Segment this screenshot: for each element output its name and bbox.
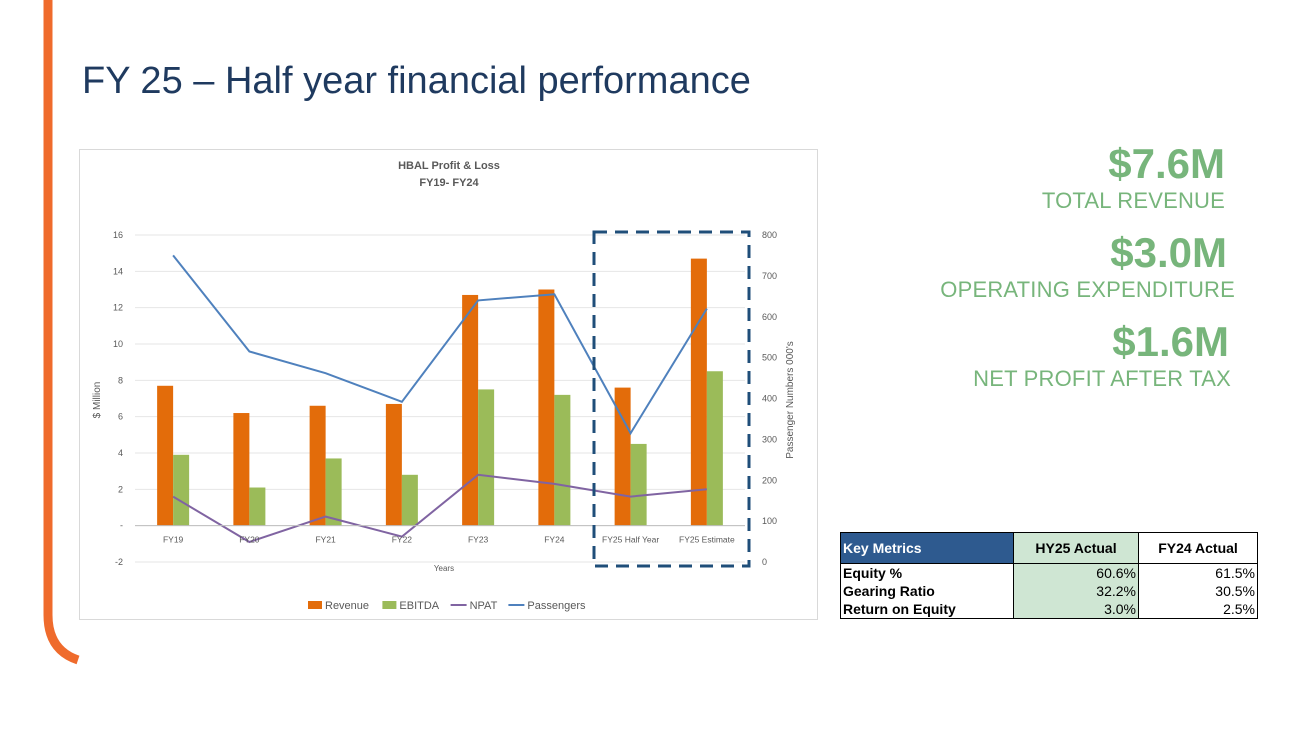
legend-label: EBITDA — [399, 600, 439, 612]
legend-label: NPAT — [470, 600, 498, 612]
bar-revenue — [385, 403, 402, 526]
metric-fy24: 61.5% — [1138, 563, 1258, 582]
table-row: Return on Equity 3.0% 2.5% — [840, 600, 1258, 619]
header-hy25-actual: HY25 Actual — [1013, 532, 1139, 564]
y2-tick-label: 100 — [762, 516, 777, 526]
y2-tick-label: 300 — [762, 434, 777, 444]
bar-ebitda — [706, 371, 723, 526]
table-header-row: Key Metrics HY25 Actual FY24 Actual — [840, 532, 1258, 564]
y-tick-label: 16 — [113, 230, 123, 240]
stat-label: TOTAL REVENUE — [1041, 188, 1225, 213]
metric-name: Equity % — [840, 563, 1014, 582]
chart-title: HBAL Profit & Loss — [398, 160, 500, 172]
y-axis-label: $ Million — [92, 382, 103, 419]
y2-axis-label: Passenger Numbers 000's — [785, 341, 796, 459]
header-fy24-actual: FY24 Actual — [1138, 532, 1258, 564]
x-tick-label: FY25 Estimate — [679, 535, 735, 545]
y2-tick-label: 800 — [762, 230, 777, 240]
metric-fy24: 30.5% — [1138, 582, 1258, 600]
y2-tick-label: 0 — [762, 557, 767, 567]
x-tick-label: FY21 — [315, 535, 336, 545]
page-title: FY 25 – Half year financial performance — [82, 60, 751, 102]
bar-ebitda — [249, 487, 266, 526]
x-tick-label: FY19 — [163, 535, 184, 545]
stat-value: $3.0M — [1110, 229, 1227, 276]
stat-total-revenue: $7.6M TOTAL REVENUE — [1042, 140, 1225, 214]
metric-name: Gearing Ratio — [840, 582, 1014, 600]
metric-fy24: 2.5% — [1138, 600, 1258, 619]
stat-value: $7.6M — [1108, 140, 1225, 187]
chart-card: -2-2 4 6 8 10 12 14 16 0 100 200 300 400 500 600 700 800… — [79, 149, 818, 620]
y-tick-label: 2 — [118, 484, 123, 494]
stat-label: NET PROFIT AFTER TAX — [973, 366, 1231, 391]
bar-revenue — [462, 294, 479, 526]
x-tick-label: FY20 — [239, 535, 260, 545]
x-tick-label: FY24 — [544, 535, 565, 545]
y-tick-label: 8 — [118, 375, 123, 385]
metric-name: Return on Equity — [840, 600, 1014, 619]
y-tick-label: 4 — [118, 448, 123, 458]
table-row: Equity % 60.6% 61.5% — [840, 563, 1258, 582]
bar-ebitda — [401, 474, 418, 526]
y2-tick-label: 600 — [762, 312, 777, 322]
x-tick-label: FY22 — [392, 535, 413, 545]
y2-tick-label: 500 — [762, 353, 777, 363]
profit-loss-chart: -2-2468101214160100200300400500600700800… — [92, 160, 796, 612]
y-tick-label: 6 — [118, 412, 123, 422]
x-axis-label: Years — [434, 564, 454, 573]
table-row: Gearing Ratio 32.2% 30.5% — [840, 582, 1258, 600]
stat-value: $1.6M — [1112, 318, 1229, 365]
stat-operating-expenditure: $3.0M OPERATING EXPENDITURE — [940, 229, 1235, 303]
highlight-box — [592, 230, 751, 568]
bar-ebitda — [630, 443, 647, 526]
legend-swatch — [308, 601, 322, 609]
bar-revenue — [309, 405, 326, 526]
line-passengers — [172, 254, 708, 436]
x-tick-label: FY23 — [468, 535, 489, 545]
header-key-metrics: Key Metrics — [840, 532, 1014, 564]
chart-legend: Revenue EBITDA NPAT Passengers — [308, 600, 586, 612]
bar-ebitda — [478, 389, 495, 526]
legend-label: Revenue — [325, 600, 369, 612]
bar-ebitda — [325, 458, 342, 526]
x-tick-label: FY25 Half Year — [602, 535, 659, 545]
y-tick-label: -2 — [115, 557, 123, 567]
bar-revenue — [157, 385, 174, 526]
key-metrics-table: Key Metrics HY25 Actual FY24 Actual Equi… — [840, 532, 1258, 619]
stat-label: OPERATING EXPENDITURE — [940, 277, 1235, 302]
bar-revenue — [538, 289, 555, 526]
line-npat — [172, 473, 707, 544]
metric-hy25: 32.2% — [1013, 582, 1139, 600]
y2-tick-label: 700 — [762, 271, 777, 281]
y-tick-label: - — [120, 521, 123, 531]
y2-tick-label: 200 — [762, 475, 777, 485]
y-tick-label: 14 — [113, 266, 123, 276]
chart-subtitle: FY19- FY24 — [419, 177, 479, 189]
bar-ebitda — [173, 454, 190, 526]
legend-label: Passengers — [527, 600, 586, 612]
y-tick-label: 12 — [113, 303, 123, 313]
metric-hy25: 60.6% — [1013, 563, 1139, 582]
bar-revenue — [614, 387, 631, 526]
stat-net-profit: $1.6M NET PROFIT AFTER TAX — [973, 318, 1231, 392]
bar-ebitda — [554, 394, 571, 526]
y2-tick-label: 400 — [762, 394, 777, 404]
metric-hy25: 3.0% — [1013, 600, 1139, 619]
bar-revenue — [233, 413, 250, 526]
y-tick-label: 10 — [113, 339, 123, 349]
bar-revenue — [690, 258, 707, 526]
legend-swatch — [382, 601, 397, 609]
accent-bar — [43, 0, 80, 665]
